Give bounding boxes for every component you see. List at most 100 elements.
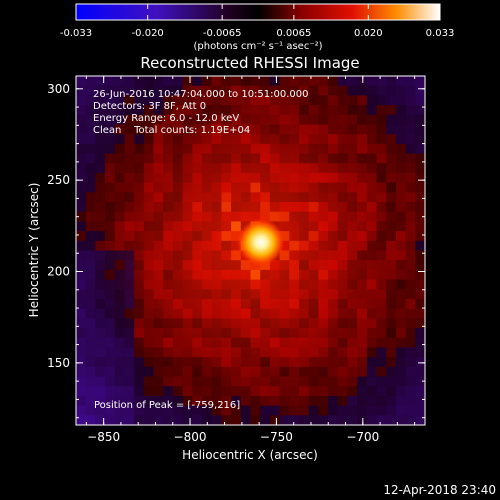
heatmap-cell [415,143,425,155]
heatmap-cell [386,376,397,387]
heatmap-cell [124,95,135,106]
heatmap-cell [386,415,397,425]
heatmap-cell [95,105,106,116]
heatmap-cell [163,405,174,416]
heatmap-cell [76,366,87,378]
info-block: 26-Jun-2016 10:47:04.000 to 10:51:00.000… [93,89,309,136]
heatmap-cell [76,143,87,155]
heatmap-cell [395,134,407,145]
heatmap-cell [114,386,125,397]
heatmap-cell [337,85,348,96]
heatmap-cell [395,124,407,135]
colorbar-tick-label: -0.033 [60,28,92,39]
heatmap-cell [85,124,96,135]
heatmap-cell [386,405,397,416]
heatmap-cell [105,405,116,416]
heatmap-cell [85,134,96,145]
heatmap-cell [405,357,416,368]
heatmap-cell [114,114,125,125]
heatmap-cell [95,347,106,358]
heatmap-cell [124,415,135,425]
heatmap-cell [105,105,116,116]
heatmap-cell [328,76,339,87]
heatmap-cell [415,163,425,174]
heatmap-cell [85,337,96,348]
heatmap-cell [76,395,87,407]
colorbar-tick-label: 0.020 [354,28,383,39]
heatmap-cell [143,395,155,407]
heatmap-cell [134,405,145,416]
heatmap-cell [308,405,319,416]
heatmap-cell [134,76,145,87]
heatmap-cell [85,85,96,96]
heatmap-cell [415,114,425,125]
x-tick-label: −850 [87,430,120,444]
heatmap-cell [114,415,125,425]
heatmap-cell [347,76,358,87]
heatmap-cell [366,85,378,96]
heatmap-cell [192,405,203,416]
x-tick-label: −700 [346,430,379,444]
heatmap-cell [124,386,135,397]
heatmap-cell [85,415,96,425]
heatmap-cell [105,386,116,397]
heatmap-cell [395,386,407,397]
time-range: 26-Jun-2016 10:47:04.000 to 10:51:00.000 [93,89,309,100]
heatmap-cell [211,415,222,425]
heatmap-cell [415,289,425,300]
heatmap-cell [357,76,368,87]
heatmap-cell [386,124,397,135]
heatmap-cell [76,114,87,125]
heatmap-cell [405,366,416,378]
heatmap-cell [289,415,300,425]
heatmap-cell [85,163,96,174]
heatmap-cell [376,395,387,407]
clean-counts: Clean Total counts: 1.19E+04 [93,125,250,136]
heatmap-cell [85,328,96,339]
heatmap-cell [76,308,87,319]
heatmap-cell [366,405,378,416]
heatmap-cell [240,415,251,425]
heatmap-cell [415,134,425,145]
heatmap-cell [134,85,145,96]
heatmap-cell [405,386,416,397]
peak-position: Position of Peak = [-759,216] [94,400,240,411]
heatmap-cell [95,85,106,96]
heatmap-cell [85,347,96,358]
heatmap-cell [153,415,164,425]
heatmap-cell [85,95,96,106]
peak-source [236,218,285,267]
heatmap-cell [376,357,387,368]
heatmap-cell [405,405,416,416]
heatmap-cell [386,114,397,125]
y-tick-label: 150 [47,356,70,370]
heatmap-cell [124,395,135,407]
heatmap-cell [76,153,87,164]
heatmap-cell [395,395,407,407]
heatmap-cell [279,415,290,425]
heatmap-cell [386,347,397,358]
heatmap-cell [85,376,96,387]
y-tick-label: 300 [47,82,70,96]
heatmap-cell [76,376,87,387]
heatmap-cell [405,376,416,387]
heatmap-cell [85,357,96,368]
x-tick-label: −750 [260,430,293,444]
heatmap-cell [405,415,416,425]
heatmap-cell [415,85,425,96]
heatmap-cell [105,114,116,125]
heatmap-cell [124,85,135,96]
heatmap-cell [405,163,416,174]
heatmap-cell [376,114,387,125]
heatmap-cell [76,347,87,358]
heatmap-cell [366,395,378,407]
heatmap-cell [182,415,193,425]
heatmap-cell [231,415,242,425]
heatmap-cell [76,289,87,300]
heatmap-cell [76,298,87,310]
heatmap-cell [366,105,378,116]
heatmap-cell [95,376,106,387]
heatmap-cell [415,357,425,368]
heatmap-cell [134,415,145,425]
heatmap-cell [172,76,184,87]
